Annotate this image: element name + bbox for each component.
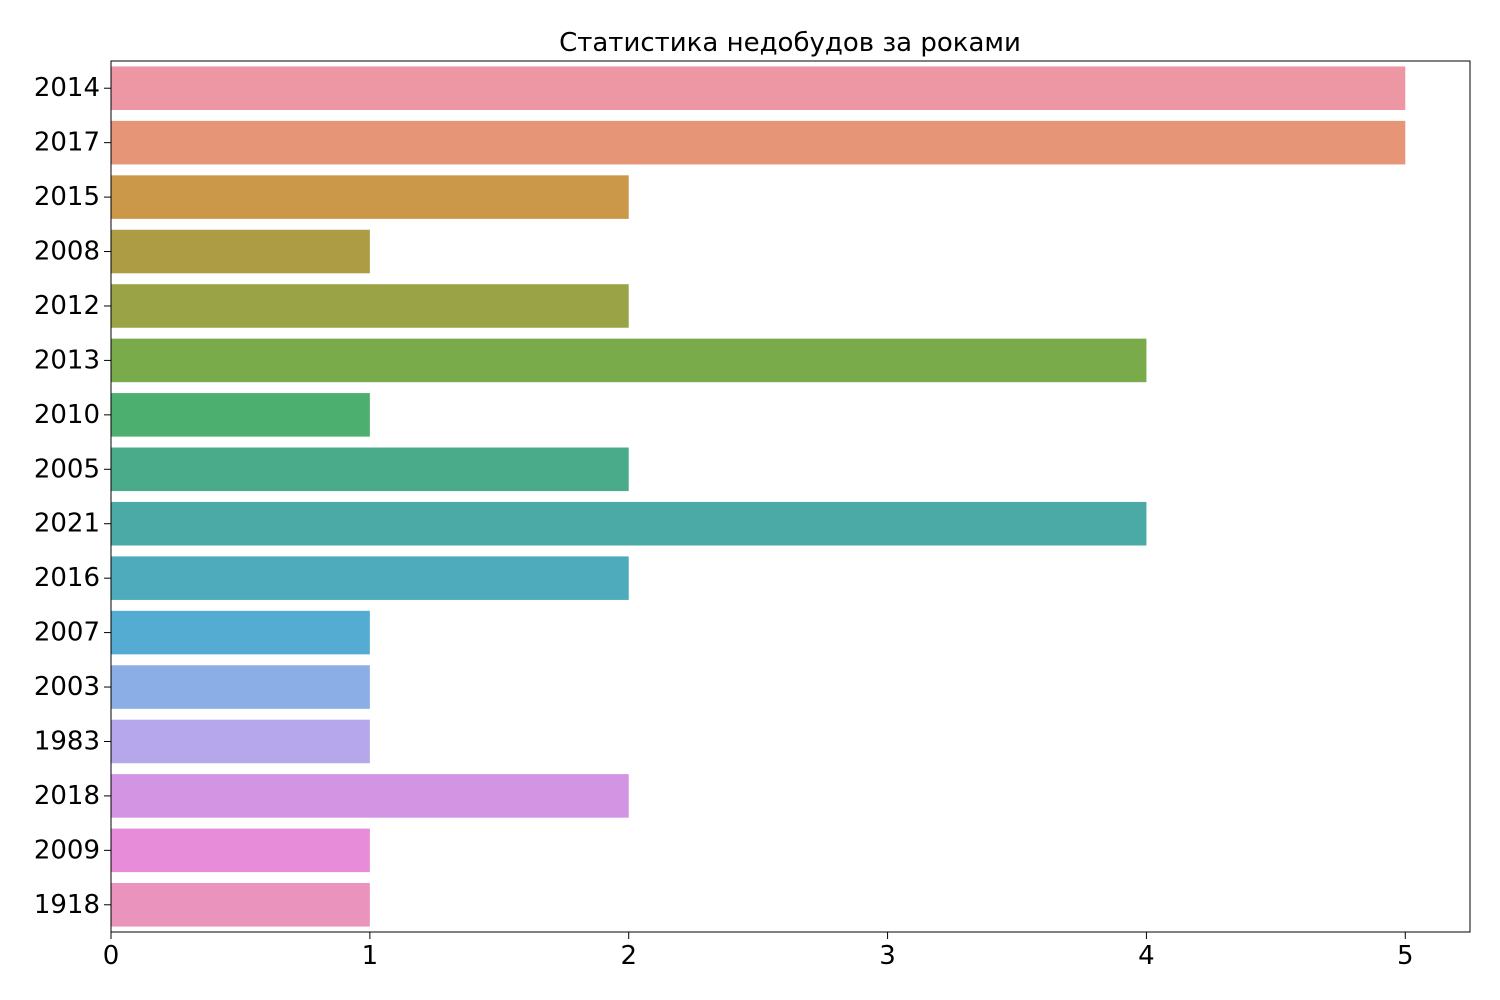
bar-2005 [111,447,629,492]
y-tick-label: 2009 [34,835,100,865]
bar-1983 [111,719,370,764]
bar-2007 [111,610,370,655]
y-tick-label: 2012 [34,291,100,321]
x-tick-label: 1 [362,941,379,971]
y-tick-label: 2016 [34,563,100,593]
bar-2010 [111,393,370,437]
bar-2009 [111,828,370,873]
y-tick-label: 1983 [34,726,100,756]
bar-2017 [111,120,1406,165]
bar-2016 [111,556,629,600]
y-axis: 2014 2017 2015 2008 2012 2013 2010 2005 2021 2016… [34,73,111,920]
bar-2014 [111,66,1406,110]
bar-2012 [111,284,629,328]
bar-2018 [111,774,629,818]
y-tick-label: 2003 [34,672,100,702]
x-tick-label: 4 [1138,941,1155,971]
y-tick-label: 2018 [34,781,100,811]
y-tick-label: 2010 [34,400,100,430]
y-tick-label: 2015 [34,182,100,212]
y-tick-label: 2005 [34,454,100,484]
bars-group [111,66,1406,927]
y-tick-label: 1918 [34,890,100,920]
bar-2003 [111,665,370,709]
y-tick-label: 2013 [34,345,100,375]
bar-2021 [111,501,1147,546]
plot-frame [110,60,1471,933]
x-tick-label: 5 [1397,941,1414,971]
bar-2008 [111,229,370,274]
y-tick-label: 2008 [34,237,100,267]
x-tick-label: 2 [620,941,637,971]
chart-title: Статистика недобудов за роками [559,28,1021,58]
bar-2015 [111,175,629,219]
y-tick-label: 2007 [34,618,100,648]
y-tick-label: 2021 [34,509,100,539]
bar-1918 [111,883,370,927]
x-axis: 0 1 2 3 4 5 [103,932,1414,971]
x-tick-label: 3 [879,941,896,971]
x-tick-label: 0 [103,941,120,971]
bar-2013 [111,338,1147,383]
y-tick-label: 2017 [34,128,100,158]
y-tick-label: 2014 [34,73,100,103]
